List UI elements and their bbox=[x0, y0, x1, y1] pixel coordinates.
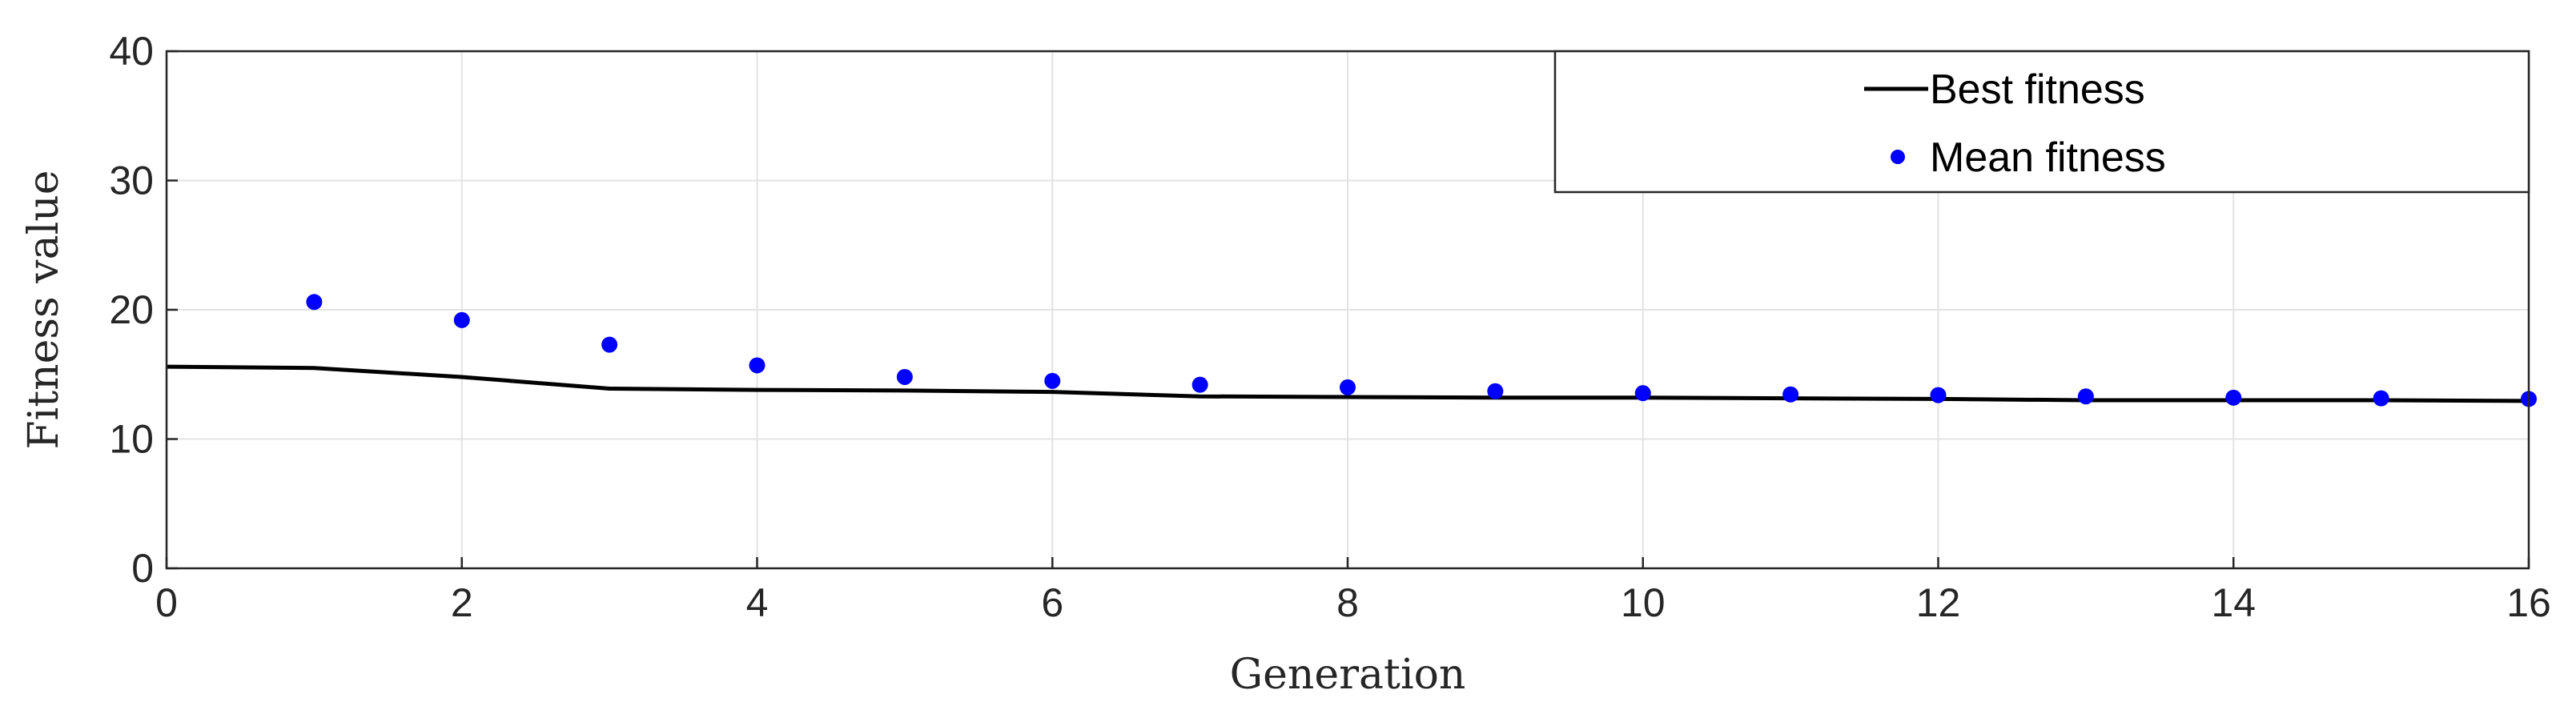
y-axis-title: Fitness value bbox=[20, 170, 68, 449]
data-point-mean-fitness bbox=[1487, 383, 1504, 399]
data-point-mean-fitness bbox=[306, 294, 323, 311]
data-point-mean-fitness bbox=[2077, 388, 2094, 405]
series-line-best-fitness bbox=[166, 364, 2530, 403]
x-tick-label: 8 bbox=[1336, 580, 1359, 625]
x-tick-label: 6 bbox=[1041, 580, 1063, 625]
data-point-mean-fitness bbox=[1930, 387, 1947, 403]
x-tick-label: 0 bbox=[155, 580, 178, 625]
legend: Best fitness Mean fitness bbox=[1553, 50, 2530, 194]
data-point-mean-fitness bbox=[1634, 385, 1651, 402]
x-tick-label: 10 bbox=[1621, 580, 1666, 625]
y-tick-label: 30 bbox=[109, 158, 154, 203]
data-point-mean-fitness bbox=[1044, 372, 1061, 389]
data-point-mean-fitness bbox=[1192, 376, 1208, 393]
x-tick-label: 2 bbox=[451, 580, 473, 625]
data-point-mean-fitness bbox=[2225, 389, 2242, 406]
legend-label-best-fitness: Best fitness bbox=[1930, 66, 2145, 113]
y-tick-label: 20 bbox=[109, 287, 154, 332]
x-tick-label: 16 bbox=[2506, 580, 2551, 625]
y-tick-label: 10 bbox=[109, 417, 154, 462]
y-tick-label: 0 bbox=[131, 546, 154, 591]
x-axis-title: Generation bbox=[1230, 651, 1466, 699]
legend-box bbox=[1553, 50, 2530, 194]
data-point-mean-fitness bbox=[453, 311, 470, 328]
series-layer bbox=[166, 294, 2537, 407]
tick-labels: 0 2 4 6 8 10 12 14 16 0 10 20 30 40 bbox=[109, 29, 2550, 625]
x-tick-label: 14 bbox=[2211, 580, 2256, 625]
data-point-mean-fitness bbox=[1340, 379, 1356, 395]
x-tick-label: 4 bbox=[746, 580, 769, 625]
y-tick-label: 40 bbox=[109, 29, 154, 74]
x-tick-label: 12 bbox=[1916, 580, 1961, 625]
data-point-mean-fitness bbox=[749, 357, 766, 374]
legend-label-mean-fitness: Mean fitness bbox=[1930, 134, 2166, 181]
data-point-mean-fitness bbox=[601, 336, 618, 353]
data-point-mean-fitness bbox=[2373, 390, 2389, 407]
data-point-mean-fitness bbox=[1782, 386, 1799, 403]
legend-swatch-mean-fitness bbox=[1891, 150, 1905, 164]
data-point-mean-fitness bbox=[896, 368, 913, 385]
